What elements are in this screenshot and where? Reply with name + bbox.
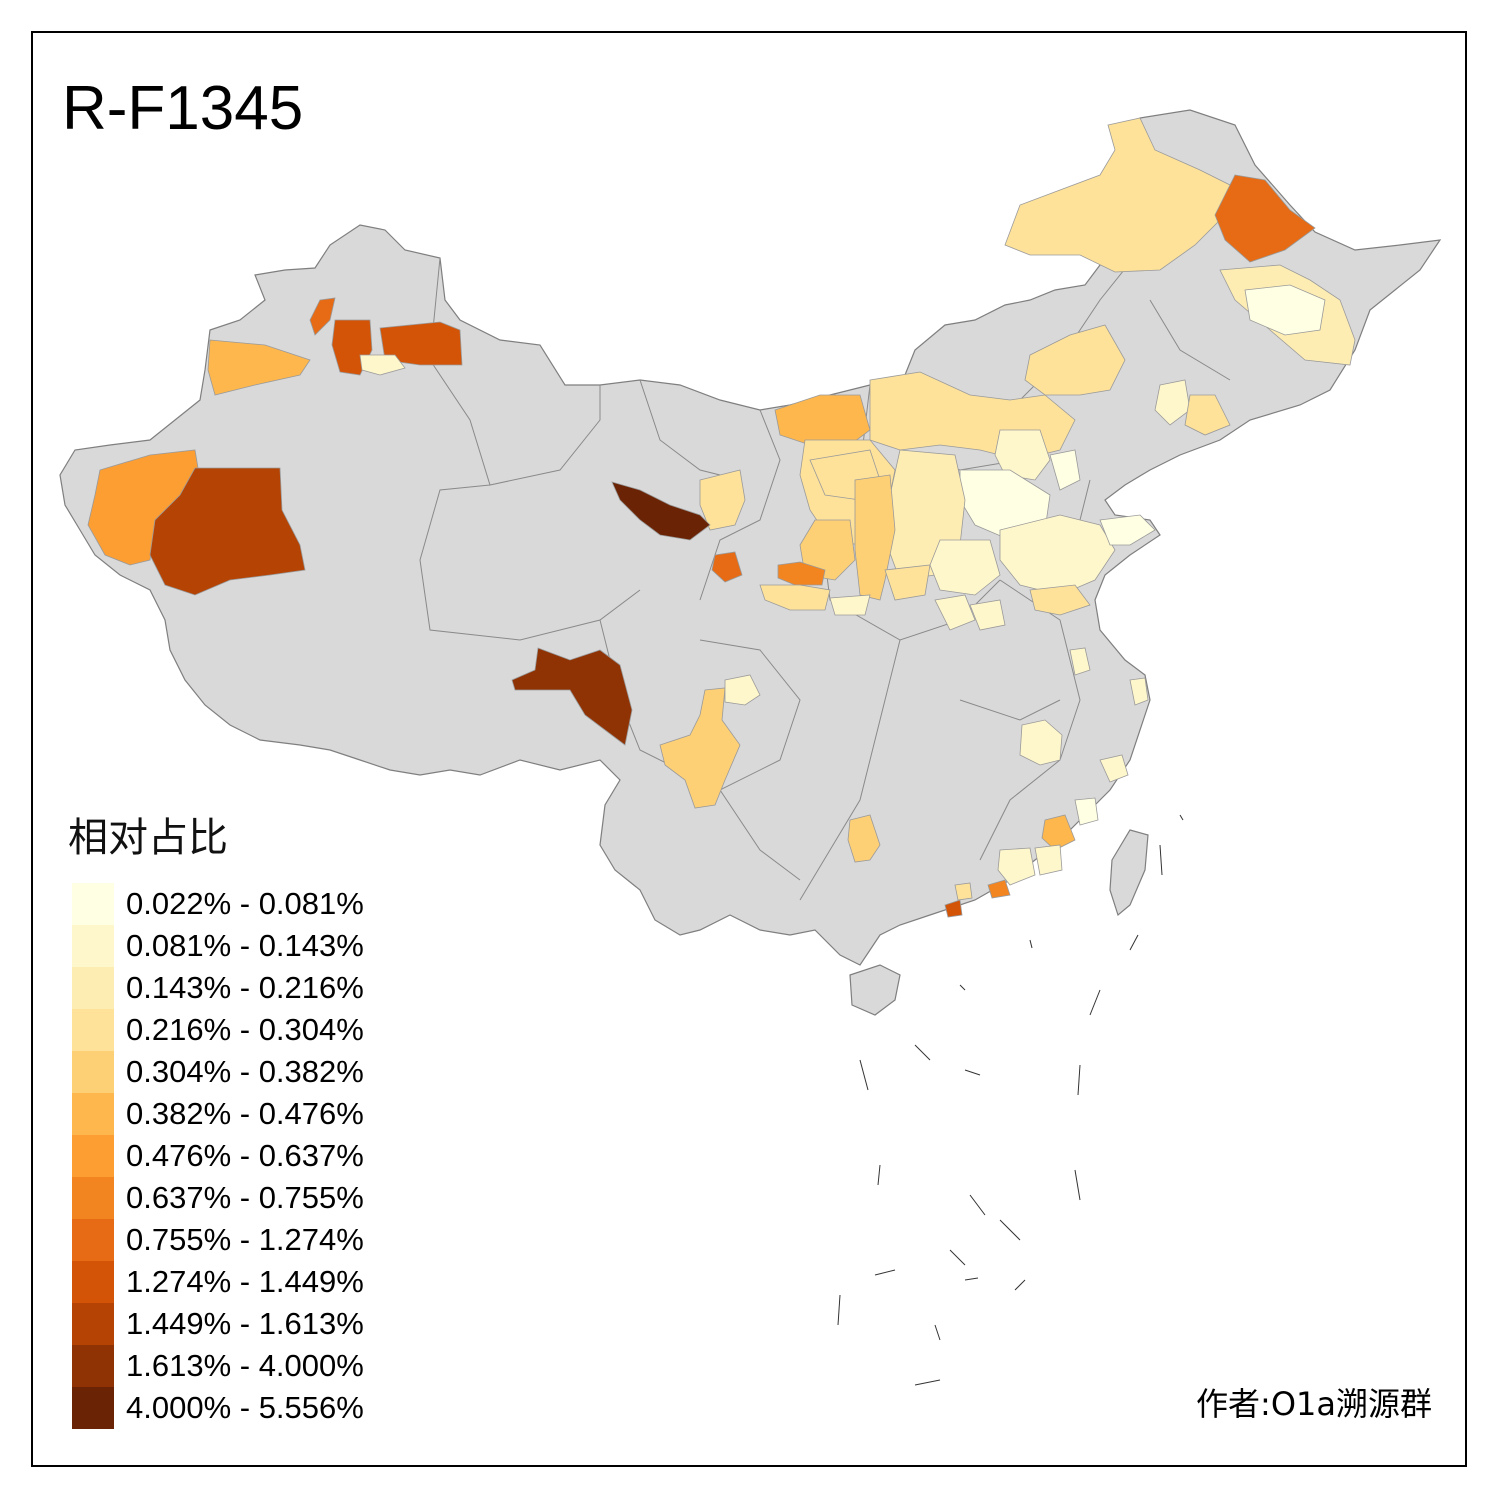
legend-item: 0.304% - 0.382%	[72, 1051, 412, 1093]
region-guangdong-1	[997, 847, 1036, 886]
region-aba	[724, 674, 761, 706]
region-tacheng	[309, 297, 336, 336]
region-lanzhou	[711, 551, 743, 583]
region-alxa	[774, 394, 871, 446]
region-qamdo	[511, 647, 633, 746]
region-ganzi	[659, 687, 741, 809]
legend-item: 0.755% - 1.274%	[72, 1219, 412, 1261]
legend-label: 0.216% - 0.304%	[126, 1012, 364, 1047]
legend-item: 0.476% - 0.637%	[72, 1135, 412, 1177]
region-shenzhen	[944, 899, 963, 918]
region-fujian-2	[1034, 844, 1063, 876]
legend-label: 0.304% - 0.382%	[126, 1054, 364, 1089]
legend-label: 1.274% - 1.449%	[126, 1264, 364, 1299]
legend-item: 0.637% - 0.755%	[72, 1177, 412, 1219]
region-fujian-north	[1074, 797, 1099, 826]
legend-swatch	[72, 883, 114, 925]
taiwan-island	[1109, 829, 1149, 917]
legend-label: 1.613% - 4.000%	[126, 1348, 364, 1383]
legend-label: 0.382% - 0.476%	[126, 1096, 364, 1131]
legend-swatch	[72, 1219, 114, 1261]
region-tianjin	[1049, 449, 1081, 491]
legend-label: 0.143% - 0.216%	[126, 970, 364, 1005]
region-beijing	[994, 429, 1051, 481]
map-frame	[31, 31, 1467, 1467]
region-jilin	[1154, 379, 1191, 426]
region-shandong	[999, 514, 1116, 596]
region-hubei-1	[969, 599, 1006, 631]
legend-label: 0.081% - 0.143%	[126, 928, 364, 963]
legend-label: 1.449% - 1.613%	[126, 1306, 364, 1341]
legend-label: 4.000% - 5.556%	[126, 1390, 364, 1425]
region-longnan	[759, 584, 831, 611]
legend-item: 1.449% - 1.613%	[72, 1303, 412, 1345]
region-hotan	[149, 467, 306, 596]
region-guangdong-3	[954, 882, 973, 901]
region-liaoning	[1184, 394, 1231, 436]
region-yanan	[799, 519, 856, 581]
legend-item: 1.613% - 4.000%	[72, 1345, 412, 1387]
legend-swatch	[72, 1345, 114, 1387]
legend-item: 0.143% - 0.216%	[72, 967, 412, 1009]
region-jiangxi-2	[1129, 677, 1149, 706]
colored-regions	[87, 117, 1356, 918]
legend-swatch	[72, 1093, 114, 1135]
page-title: R-F1345	[62, 74, 304, 143]
author-credit: 作者:O1a溯源群	[1196, 1385, 1432, 1423]
legend-label: 0.637% - 0.755%	[126, 1180, 364, 1215]
legend-label: 0.476% - 0.637%	[126, 1138, 364, 1173]
legend: 0.022% - 0.081% 0.081% - 0.143% 0.143% -…	[72, 883, 412, 1429]
land-base	[59, 109, 1442, 1016]
legend-swatch	[72, 925, 114, 967]
region-guangdong-2	[987, 879, 1011, 899]
legend-label: 0.022% - 0.081%	[126, 886, 364, 921]
legend-swatch	[72, 1135, 114, 1177]
legend-swatch	[72, 1009, 114, 1051]
region-ningxia	[699, 469, 746, 531]
region-daxinganling	[1004, 117, 1231, 273]
mainland-china-outline	[59, 109, 1442, 966]
legend-item: 1.274% - 1.449%	[72, 1261, 412, 1303]
legend-label: 0.755% - 1.274%	[126, 1222, 364, 1257]
region-chifeng	[1024, 324, 1126, 396]
legend-swatch	[72, 1387, 114, 1429]
legend-swatch	[72, 967, 114, 1009]
region-jiangxi-1	[1019, 719, 1063, 766]
legend-item: 0.382% - 0.476%	[72, 1093, 412, 1135]
region-urumqi	[359, 354, 406, 376]
legend-swatch	[72, 1177, 114, 1219]
region-zhejiang	[1099, 754, 1129, 783]
region-shandong-east	[1099, 514, 1156, 546]
legend-title: 相对占比	[68, 815, 228, 861]
legend-swatch	[72, 1303, 114, 1345]
region-ili	[207, 339, 311, 396]
legend-item: 0.022% - 0.081%	[72, 883, 412, 925]
region-wuwei	[611, 481, 711, 541]
legend-item: 0.081% - 0.143%	[72, 925, 412, 967]
region-anhui	[1069, 647, 1091, 676]
legend-item: 4.000% - 5.556%	[72, 1387, 412, 1429]
region-henan-south	[934, 594, 976, 631]
south-sea-islands	[837, 814, 1184, 1386]
region-tianshui	[777, 561, 826, 586]
region-fujian-1	[1041, 814, 1076, 851]
region-shaanxi-central	[854, 474, 896, 601]
hainan-island	[849, 964, 901, 1016]
region-guizhou	[847, 814, 881, 863]
region-henan-2	[884, 564, 931, 601]
legend-swatch	[72, 1261, 114, 1303]
region-jiangsu-north	[1029, 584, 1091, 616]
region-hanzhong	[829, 594, 871, 616]
legend-item: 0.216% - 0.304%	[72, 1009, 412, 1051]
region-harbin-core	[1244, 284, 1326, 336]
region-heihe	[1214, 174, 1316, 263]
legend-swatch	[72, 1051, 114, 1093]
